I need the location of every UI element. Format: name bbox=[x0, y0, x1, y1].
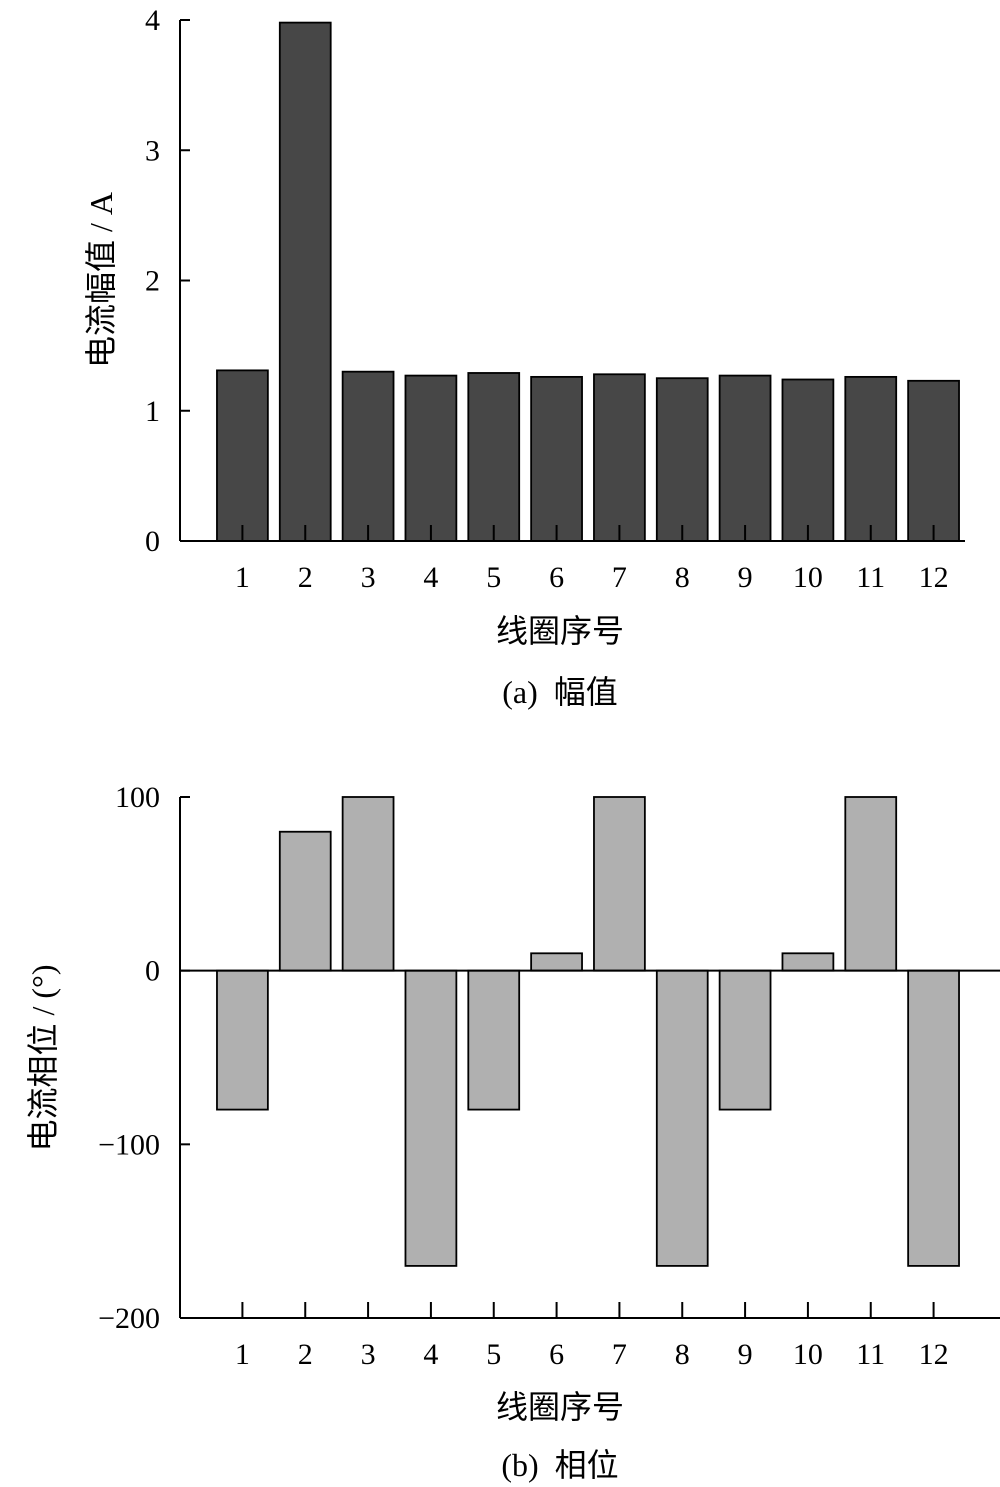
bar bbox=[531, 377, 582, 541]
x-axis-title: 线圈序号 bbox=[496, 613, 624, 649]
x-tick-label: 7 bbox=[612, 561, 627, 594]
bar bbox=[782, 953, 833, 970]
x-tick-label: 10 bbox=[793, 1338, 823, 1371]
bar bbox=[531, 953, 582, 970]
x-tick-label: 2 bbox=[298, 561, 313, 594]
x-axis-title: 线圈序号 bbox=[496, 1389, 624, 1425]
x-tick-label: 2 bbox=[298, 1338, 313, 1371]
y-tick-label: 100 bbox=[115, 781, 160, 814]
bar bbox=[217, 971, 268, 1110]
bar bbox=[343, 797, 394, 971]
bar bbox=[405, 376, 456, 541]
x-tick-label: 3 bbox=[361, 561, 376, 594]
bar bbox=[280, 832, 331, 971]
bar bbox=[468, 971, 519, 1110]
y-tick-label: 3 bbox=[145, 134, 160, 167]
chart-caption: (a) 幅值 bbox=[502, 674, 618, 710]
y-tick-label: 1 bbox=[145, 395, 160, 428]
chart-caption: (b) 相位 bbox=[501, 1447, 618, 1483]
x-tick-label: 8 bbox=[675, 1338, 690, 1371]
x-tick-label: 5 bbox=[486, 1338, 501, 1371]
bar bbox=[908, 381, 959, 541]
x-tick-label: 1 bbox=[235, 1338, 250, 1371]
bar bbox=[720, 971, 771, 1110]
bar bbox=[845, 797, 896, 971]
y-tick-label: 4 bbox=[145, 4, 160, 37]
bar bbox=[280, 23, 331, 541]
bar bbox=[657, 971, 708, 1266]
bar bbox=[217, 370, 268, 541]
x-tick-label: 10 bbox=[793, 561, 823, 594]
y-axis-title: 电流相位 / (°) bbox=[25, 964, 61, 1151]
x-tick-label: 6 bbox=[549, 561, 564, 594]
bar bbox=[720, 376, 771, 541]
x-tick-label: 4 bbox=[423, 1338, 438, 1371]
x-tick-label: 4 bbox=[423, 561, 438, 594]
bar bbox=[405, 971, 456, 1266]
x-tick-label: 9 bbox=[738, 1338, 753, 1371]
x-tick-label: 6 bbox=[549, 1338, 564, 1371]
bar bbox=[908, 971, 959, 1266]
y-tick-label: 0 bbox=[145, 955, 160, 988]
x-tick-label: 11 bbox=[856, 1338, 885, 1371]
y-tick-label: −200 bbox=[98, 1302, 160, 1335]
x-tick-label: 5 bbox=[486, 561, 501, 594]
y-tick-label: −100 bbox=[98, 1128, 160, 1161]
x-tick-label: 9 bbox=[738, 561, 753, 594]
bar bbox=[657, 378, 708, 541]
x-tick-label: 11 bbox=[856, 561, 885, 594]
bar bbox=[468, 373, 519, 541]
y-tick-label: 0 bbox=[145, 525, 160, 558]
bar bbox=[845, 377, 896, 541]
x-tick-label: 8 bbox=[675, 561, 690, 594]
x-tick-label: 12 bbox=[919, 561, 949, 594]
bar bbox=[594, 374, 645, 541]
bar bbox=[343, 372, 394, 541]
y-tick-label: 2 bbox=[145, 265, 160, 298]
bar bbox=[782, 379, 833, 541]
bar bbox=[594, 797, 645, 971]
x-tick-label: 7 bbox=[612, 1338, 627, 1371]
x-tick-label: 1 bbox=[235, 561, 250, 594]
x-tick-label: 12 bbox=[919, 1338, 949, 1371]
y-axis-title: 电流幅值 / A bbox=[83, 192, 119, 368]
x-tick-label: 3 bbox=[361, 1338, 376, 1371]
